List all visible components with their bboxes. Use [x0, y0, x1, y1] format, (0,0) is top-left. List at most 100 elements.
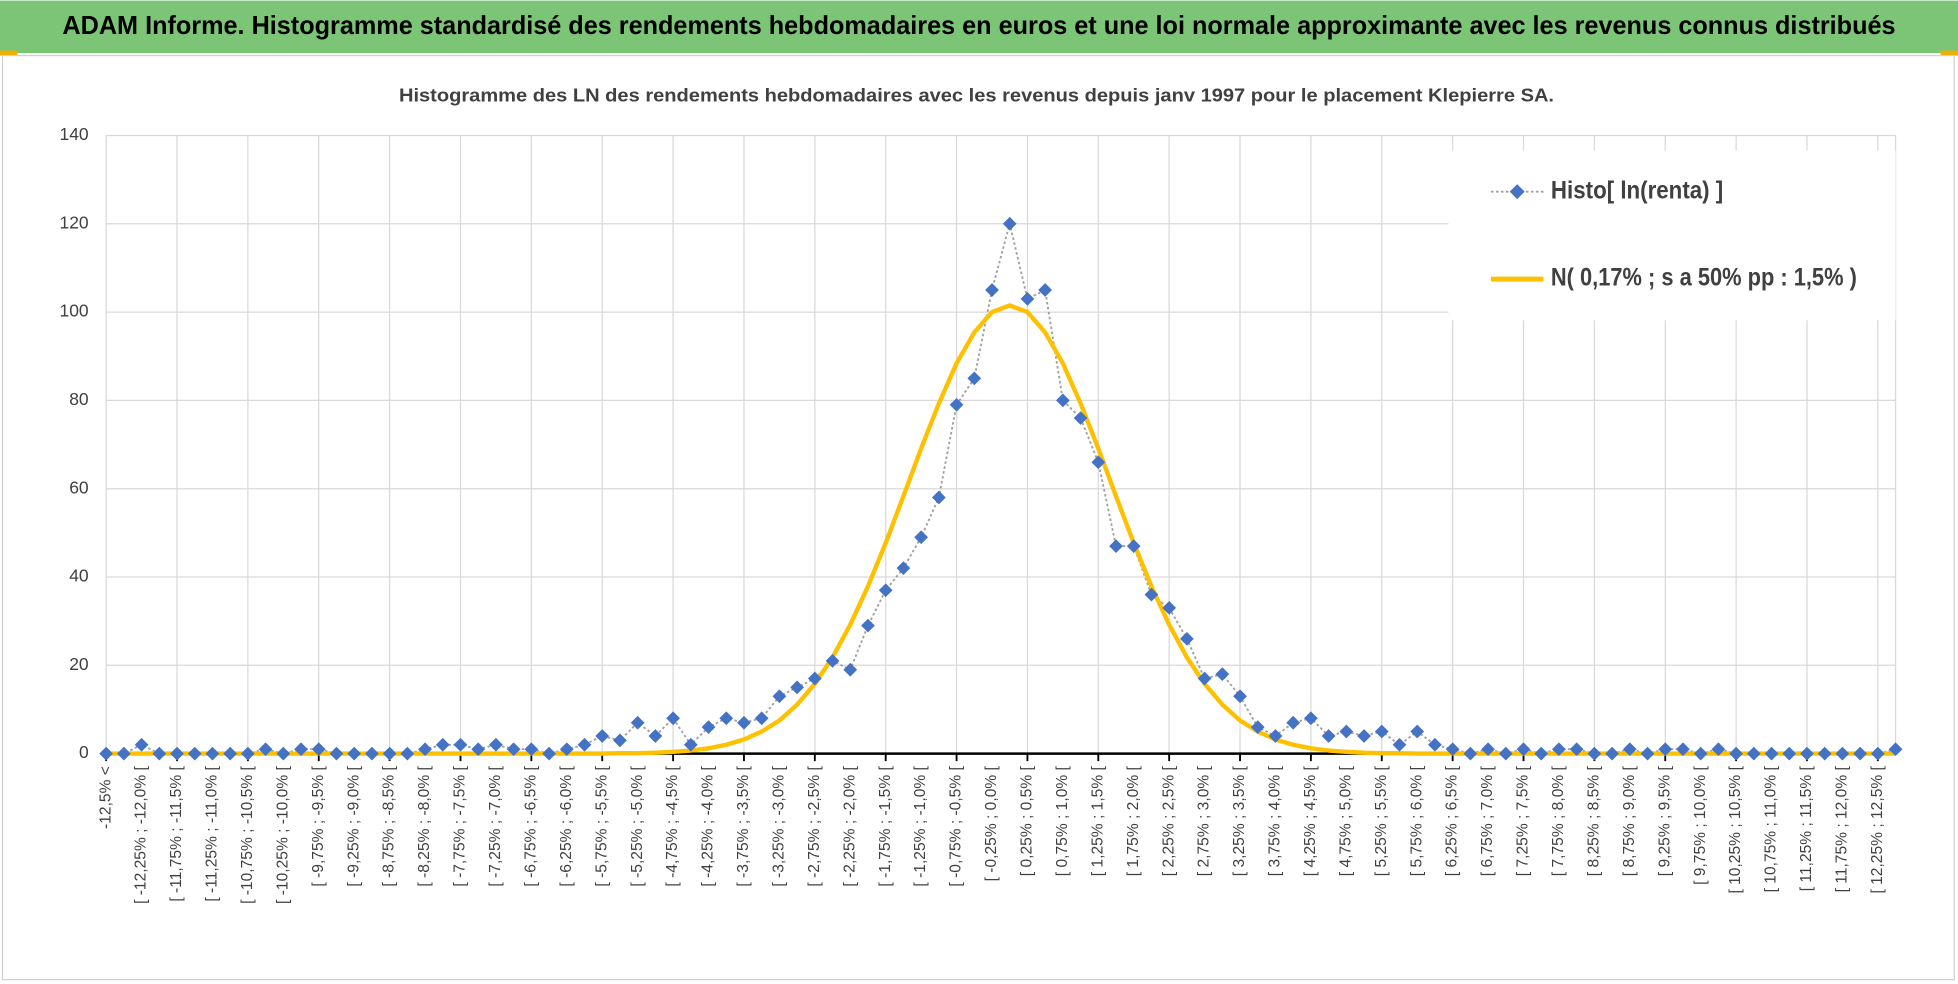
marker — [1764, 746, 1779, 761]
x-tick-label: [ 10,75% ; 11,0% [ — [1763, 765, 1780, 892]
marker — [1587, 746, 1602, 761]
marker — [949, 397, 964, 412]
marker — [1055, 393, 1070, 408]
x-tick-label: [ -2,25% ; -2,0% [ — [841, 765, 858, 886]
marker — [347, 746, 362, 761]
x-tick-label: [ 1,25% ; 1,5% [ — [1089, 765, 1106, 876]
marker — [613, 733, 627, 748]
marker — [1870, 746, 1885, 761]
marker — [170, 746, 184, 761]
chart-title: Histogramme des LN des rendements hebdom… — [399, 85, 1554, 106]
x-tick-label: [ -8,25% ; -8,0% [ — [416, 765, 433, 886]
x-tick-label: [ 6,75% ; 7,0% [ — [1479, 765, 1496, 876]
legend-box — [1448, 150, 1896, 321]
marker — [382, 746, 397, 761]
x-tick-label: [ 7,75% ; 8,0% [ — [1550, 765, 1567, 876]
x-tick-label: [ 5,75% ; 6,0% [ — [1408, 765, 1425, 876]
marker — [931, 490, 946, 505]
x-tick-label: [ -10,75% ; -10,5% [ — [239, 765, 256, 903]
x-tick-label: [ -1,75% ; -1,5% [ — [877, 765, 894, 886]
marker — [1658, 742, 1673, 757]
y-tick-label: 40 — [69, 566, 89, 586]
marker — [294, 742, 308, 757]
x-tick-label: [ -12,25% ; -12,0% [ — [133, 765, 150, 903]
x-tick-label: [ -5,75% ; -5,5% [ — [593, 765, 610, 886]
x-tick-label: [ 11,75% ; 12,0% [ — [1834, 765, 1851, 892]
header-title: ADAM Informe. Histogramme standardisé de… — [62, 10, 1895, 40]
marker — [807, 671, 822, 686]
x-tick-label: [ 0,25% ; 0,5% [ — [1019, 765, 1036, 876]
y-tick-label: 0 — [79, 742, 89, 762]
x-tick-label: [ 4,75% ; 5,0% [ — [1337, 765, 1354, 876]
x-tick-label: [ 1,75% ; 2,0% [ — [1125, 765, 1142, 876]
x-tick-label: [ 8,75% ; 9,0% [ — [1621, 765, 1638, 876]
marker — [559, 742, 574, 757]
marker — [737, 715, 751, 730]
marker — [542, 746, 556, 761]
x-tick-label: [ 6,25% ; 6,5% [ — [1444, 765, 1461, 876]
marker — [701, 720, 716, 734]
marker — [276, 746, 291, 761]
y-tick-label: 20 — [69, 654, 89, 674]
marker — [1534, 746, 1549, 761]
marker — [1640, 746, 1655, 761]
marker — [1676, 742, 1690, 757]
marker — [1746, 746, 1761, 761]
x-tick-label: [ 2,25% ; 2,5% [ — [1160, 765, 1177, 876]
marker — [524, 742, 539, 757]
x-tick-label: [ -7,75% ; -7,5% [ — [452, 765, 469, 886]
marker — [1711, 742, 1726, 757]
x-tick-label: [ -9,25% ; -9,0% [ — [345, 765, 362, 886]
x-tick-label: [ 3,25% ; 3,5% [ — [1231, 765, 1248, 876]
marker — [1800, 746, 1814, 761]
marker — [843, 662, 858, 677]
marker — [1729, 746, 1743, 761]
legend-label: N( 0,17% ; s a 50% pp : 1,5% ) — [1551, 264, 1857, 292]
x-tick-label: [ -11,75% ; -11,5% [ — [168, 765, 185, 901]
x-tick-label: [ -11,25% ; -11,0% [ — [204, 765, 221, 901]
marker — [187, 746, 202, 761]
x-tick-label: [ 7,25% ; 7,5% [ — [1515, 765, 1532, 876]
x-tick-label: [ 4,25% ; 4,5% [ — [1302, 765, 1319, 876]
x-tick-label: [ -5,25% ; -5,0% [ — [629, 765, 646, 886]
chart-frame — [1, 54, 1955, 981]
marker — [506, 742, 521, 757]
marker — [1569, 742, 1584, 757]
x-tick-label: [ -4,75% ; -4,5% [ — [664, 765, 681, 886]
marker — [790, 680, 804, 695]
x-tick-label: [ -9,75% ; -9,5% [ — [310, 765, 327, 886]
x-tick-label: [ -1,25% ; -1,0% [ — [912, 765, 929, 886]
x-tick-label: [ -10,25% ; -10,0% [ — [274, 765, 291, 903]
x-tick-label: -12,5% < — [97, 766, 114, 829]
series-line — [106, 223, 1896, 755]
marker — [1516, 742, 1531, 757]
marker — [1782, 746, 1797, 761]
corner-mark — [0, 50, 18, 56]
marker — [471, 742, 486, 757]
x-tick-label: [ 12,25% ; 12,5% [ — [1869, 765, 1886, 893]
x-tick-label: [ -4,25% ; -4,0% [ — [700, 765, 717, 886]
marker — [914, 530, 928, 545]
x-tick-label: [ 0,75% ; 1,0% [ — [1054, 765, 1071, 876]
x-tick-label: [ 9,75% ; 10,0% [ — [1692, 765, 1709, 884]
x-tick-label: [ 11,25% ; 11,5% [ — [1798, 765, 1815, 891]
marker — [1693, 746, 1708, 761]
marker — [241, 746, 255, 761]
x-tick-label: [ -7,25% ; -7,0% [ — [487, 765, 504, 886]
marker — [116, 746, 131, 761]
marker — [754, 711, 769, 726]
marker — [772, 689, 787, 704]
x-tick-label: [ 2,75% ; 3,0% [ — [1196, 765, 1213, 876]
marker — [1622, 742, 1637, 757]
x-tick-label: [ -0,25% ; 0,0% [ — [983, 765, 1000, 881]
marker — [99, 746, 114, 761]
x-tick-label: [ 8,25% ; 8,5% [ — [1585, 765, 1602, 876]
marker — [1888, 742, 1903, 757]
x-tick-label: [ 9,25% ; 9,5% [ — [1656, 765, 1673, 876]
x-tick-label: [ -3,75% ; -3,5% [ — [735, 765, 752, 886]
marker — [1853, 746, 1867, 761]
x-tick-label: [ -2,75% ; -2,5% [ — [806, 765, 823, 886]
marker — [861, 618, 875, 633]
